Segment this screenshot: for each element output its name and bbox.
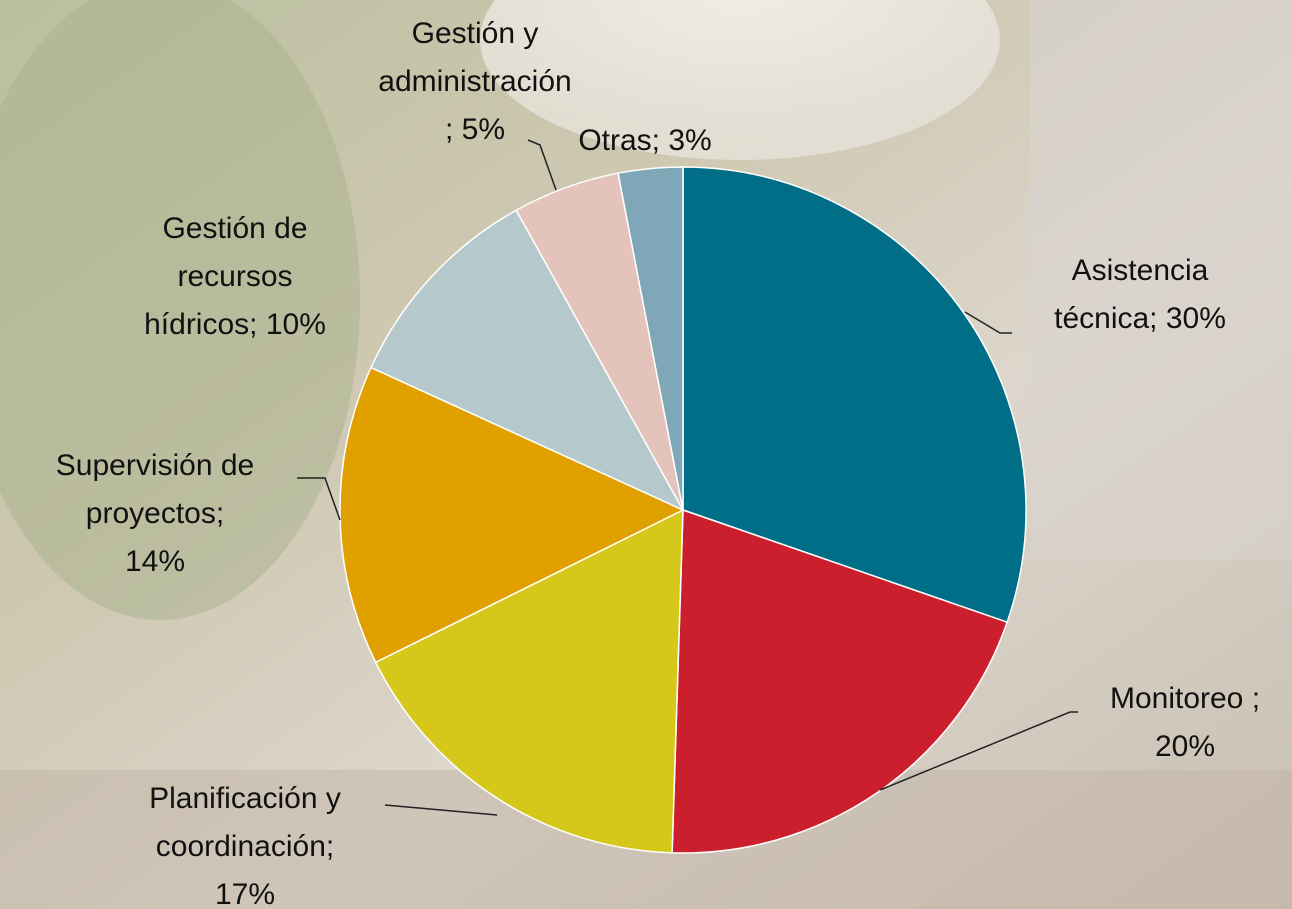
data-label: Otras; 3% xyxy=(578,124,711,157)
data-label-line: 17% xyxy=(215,878,275,909)
pie-slice xyxy=(682,166,1027,624)
data-label: Gestión de recursos hídricos; 10% xyxy=(144,212,326,341)
background-hat xyxy=(480,0,1000,160)
data-label-line: Supervisión de xyxy=(56,449,254,482)
leader-line xyxy=(964,311,1012,334)
background-shirt xyxy=(1030,0,1292,560)
leader-line xyxy=(384,804,498,816)
pie-slice xyxy=(617,166,684,511)
data-label: Gestión y administración ; 5% xyxy=(378,17,571,146)
pie-slice xyxy=(671,508,1009,854)
data-label-line: Gestión y xyxy=(412,17,539,50)
data-label-line: hídricos; 10% xyxy=(144,308,326,341)
data-label-line: 14% xyxy=(125,545,185,578)
leader-line xyxy=(527,139,557,191)
data-label: Supervisión de proyectos; 14% xyxy=(56,449,254,578)
leader-lines xyxy=(297,139,1078,816)
leader-line xyxy=(297,477,341,521)
data-label: Planificación y coordinación; 17% xyxy=(149,782,341,909)
data-label-line: recursos xyxy=(177,260,292,293)
data-label-line: administración xyxy=(378,65,571,98)
background-foliage xyxy=(0,0,360,620)
pie xyxy=(339,166,1027,854)
pie-slice xyxy=(370,209,685,512)
pie-slice xyxy=(339,366,685,664)
data-label-line: Otras; 3% xyxy=(578,124,711,157)
data-label: Monitoreo ; 20% xyxy=(1110,682,1260,763)
data-label-line: técnica; 30% xyxy=(1054,302,1226,335)
data-label-line: Gestión de xyxy=(162,212,307,245)
leader-line xyxy=(879,711,1078,791)
pie-slice xyxy=(374,508,684,854)
data-label: Asistencia técnica; 30% xyxy=(1054,254,1226,335)
data-label-line: Asistencia xyxy=(1072,254,1209,287)
data-label-line: ; 5% xyxy=(445,113,505,146)
data-labels: Asistencia técnica; 30% Monitoreo ; 20% Plan… xyxy=(56,17,1260,909)
data-label-line: Monitoreo ; xyxy=(1110,682,1260,715)
data-label-line: Planificación y xyxy=(149,782,341,815)
data-label-line: proyectos; xyxy=(86,497,224,530)
data-label-line: coordinación; xyxy=(156,830,334,863)
data-label-line: 20% xyxy=(1155,730,1215,763)
